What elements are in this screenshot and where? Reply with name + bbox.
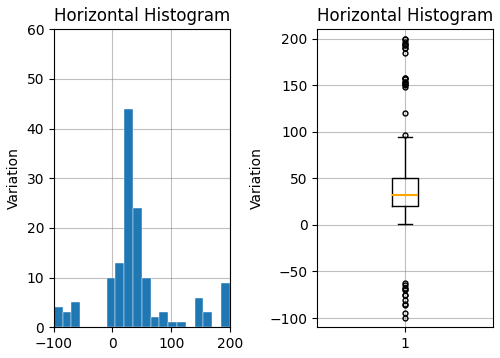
Bar xyxy=(168,322,177,327)
Bar xyxy=(160,313,168,327)
Bar xyxy=(62,313,72,327)
Bar xyxy=(150,318,160,327)
Title: Horizontal Histogram: Horizontal Histogram xyxy=(317,7,493,25)
Bar xyxy=(124,109,133,327)
Bar xyxy=(54,308,62,327)
Bar xyxy=(221,282,230,327)
Bar xyxy=(133,208,142,327)
Bar xyxy=(177,322,186,327)
Bar xyxy=(116,263,124,327)
Y-axis label: Variation: Variation xyxy=(250,147,264,209)
Bar xyxy=(194,297,203,327)
Title: Horizontal Histogram: Horizontal Histogram xyxy=(54,7,230,25)
Bar xyxy=(72,303,80,327)
Bar xyxy=(142,278,150,327)
Y-axis label: Variation: Variation xyxy=(7,147,21,209)
Bar xyxy=(106,278,116,327)
Bar xyxy=(204,313,212,327)
